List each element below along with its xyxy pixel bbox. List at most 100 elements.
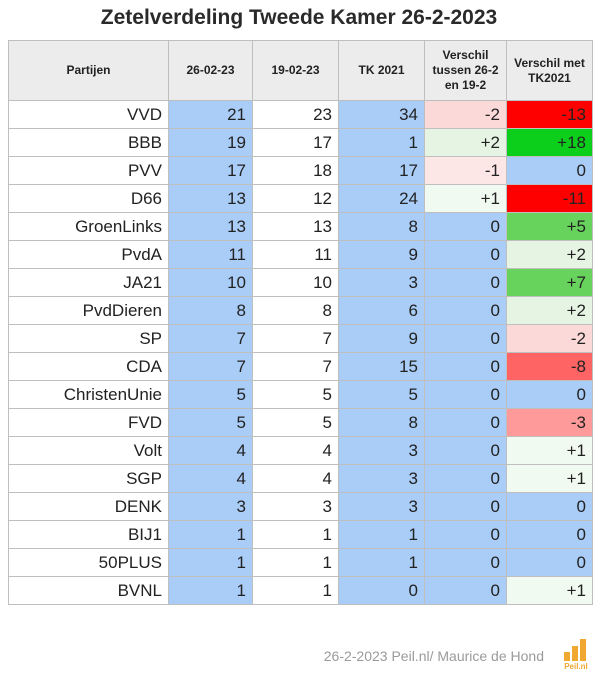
diff-week: 0 — [424, 520, 507, 549]
party-name: PvdA — [8, 240, 169, 269]
party-name: SP — [8, 324, 169, 353]
diff-tk2021: -8 — [506, 352, 593, 381]
seats-tk2021: 15 — [338, 352, 425, 381]
party-name: 50PLUS — [8, 548, 169, 577]
seats-tk2021: 1 — [338, 548, 425, 577]
seats-26-02: 13 — [168, 184, 253, 213]
seats-19-02: 5 — [252, 408, 339, 437]
table-header: Partijen 26-02-23 19-02-23 TK 2021 Versc… — [8, 40, 593, 101]
diff-tk2021: -3 — [506, 408, 593, 437]
table-row: DENK 3 3 3 0 0 — [8, 492, 593, 521]
chart-title: Zetelverdeling Tweede Kamer 26-2-2023 — [100, 6, 498, 29]
diff-tk2021: 0 — [506, 520, 593, 549]
diff-tk2021: 0 — [506, 156, 593, 185]
seats-19-02: 8 — [252, 296, 339, 325]
seats-26-02: 17 — [168, 156, 253, 185]
diff-week: +2 — [424, 128, 507, 157]
table-row: VVD 21 23 34 -2 -13 — [8, 100, 593, 129]
diff-tk2021: -2 — [506, 324, 593, 353]
diff-tk2021: +18 — [506, 128, 593, 157]
diff-week: 0 — [424, 324, 507, 353]
seats-tk2021: 24 — [338, 184, 425, 213]
table-row: BBB 19 17 1 +2 +18 — [8, 128, 593, 157]
seats-tk2021: 34 — [338, 100, 425, 129]
table-row: JA21 10 10 3 0 +7 — [8, 268, 593, 297]
seats-26-02: 4 — [168, 436, 253, 465]
seats-tk2021: 9 — [338, 240, 425, 269]
table-row: 50PLUS 1 1 1 0 0 — [8, 548, 593, 577]
seats-19-02: 18 — [252, 156, 339, 185]
logo-text: Peil.nl — [564, 662, 588, 671]
diff-tk2021: 0 — [506, 380, 593, 409]
seats-19-02: 1 — [252, 520, 339, 549]
party-name: PVV — [8, 156, 169, 185]
seat-table: Partijen 26-02-23 19-02-23 TK 2021 Versc… — [8, 40, 593, 605]
seats-26-02: 4 — [168, 464, 253, 493]
diff-tk2021: +2 — [506, 296, 593, 325]
diff-tk2021: +2 — [506, 240, 593, 269]
seats-26-02: 1 — [168, 520, 253, 549]
diff-tk2021: +7 — [506, 268, 593, 297]
diff-week: 0 — [424, 352, 507, 381]
seats-19-02: 23 — [252, 100, 339, 129]
table-row: BIJ1 1 1 1 0 0 — [8, 520, 593, 549]
seats-19-02: 4 — [252, 464, 339, 493]
seats-26-02: 11 — [168, 240, 253, 269]
seats-26-02: 3 — [168, 492, 253, 521]
column-header-diff-week: Verschil tussen 26-2 en 19-2 — [424, 40, 507, 101]
seats-19-02: 13 — [252, 212, 339, 241]
seats-19-02: 1 — [252, 576, 339, 605]
seats-tk2021: 17 — [338, 156, 425, 185]
table-row: FVD 5 5 8 0 -3 — [8, 408, 593, 437]
party-name: BBB — [8, 128, 169, 157]
table-row: SGP 4 4 3 0 +1 — [8, 464, 593, 493]
seats-26-02: 5 — [168, 380, 253, 409]
diff-week: 0 — [424, 436, 507, 465]
seats-19-02: 7 — [252, 324, 339, 353]
seats-26-02: 7 — [168, 324, 253, 353]
diff-tk2021: -11 — [506, 184, 593, 213]
diff-week: 0 — [424, 492, 507, 521]
seats-19-02: 3 — [252, 492, 339, 521]
seats-26-02: 19 — [168, 128, 253, 157]
column-header-party: Partijen — [8, 40, 169, 101]
diff-week: 0 — [424, 212, 507, 241]
seats-tk2021: 1 — [338, 520, 425, 549]
table-row: PVV 17 18 17 -1 0 — [8, 156, 593, 185]
party-name: SGP — [8, 464, 169, 493]
seats-26-02: 10 — [168, 268, 253, 297]
header-row: Partijen 26-02-23 19-02-23 TK 2021 Versc… — [8, 40, 593, 101]
table-row: CDA 7 7 15 0 -8 — [8, 352, 593, 381]
seats-26-02: 13 — [168, 212, 253, 241]
table-row: GroenLinks 13 13 8 0 +5 — [8, 212, 593, 241]
seats-tk2021: 3 — [338, 464, 425, 493]
diff-tk2021: -13 — [506, 100, 593, 129]
seats-19-02: 10 — [252, 268, 339, 297]
column-header-diff-tk2021: Verschil met TK2021 — [506, 40, 593, 101]
peil-logo: Peil.nl — [562, 637, 590, 671]
party-name: JA21 — [8, 268, 169, 297]
seats-19-02: 12 — [252, 184, 339, 213]
seats-tk2021: 1 — [338, 128, 425, 157]
party-name: CDA — [8, 352, 169, 381]
seats-26-02: 8 — [168, 296, 253, 325]
diff-tk2021: 0 — [506, 548, 593, 577]
seats-tk2021: 8 — [338, 408, 425, 437]
party-name: PvdDieren — [8, 296, 169, 325]
diff-week: 0 — [424, 268, 507, 297]
party-name: GroenLinks — [8, 212, 169, 241]
seats-26-02: 5 — [168, 408, 253, 437]
seats-19-02: 5 — [252, 380, 339, 409]
source-footer: 26-2-2023 Peil.nl/ Maurice de Hond — [323, 648, 544, 664]
diff-week: +1 — [424, 184, 507, 213]
table-row: BVNL 1 1 0 0 +1 — [8, 576, 593, 605]
seats-26-02: 1 — [168, 548, 253, 577]
diff-tk2021: +1 — [506, 436, 593, 465]
table-row: Volt 4 4 3 0 +1 — [8, 436, 593, 465]
party-name: VVD — [8, 100, 169, 129]
diff-week: 0 — [424, 380, 507, 409]
diff-week: 0 — [424, 240, 507, 269]
party-name: ChristenUnie — [8, 380, 169, 409]
seats-26-02: 21 — [168, 100, 253, 129]
diff-tk2021: +5 — [506, 212, 593, 241]
